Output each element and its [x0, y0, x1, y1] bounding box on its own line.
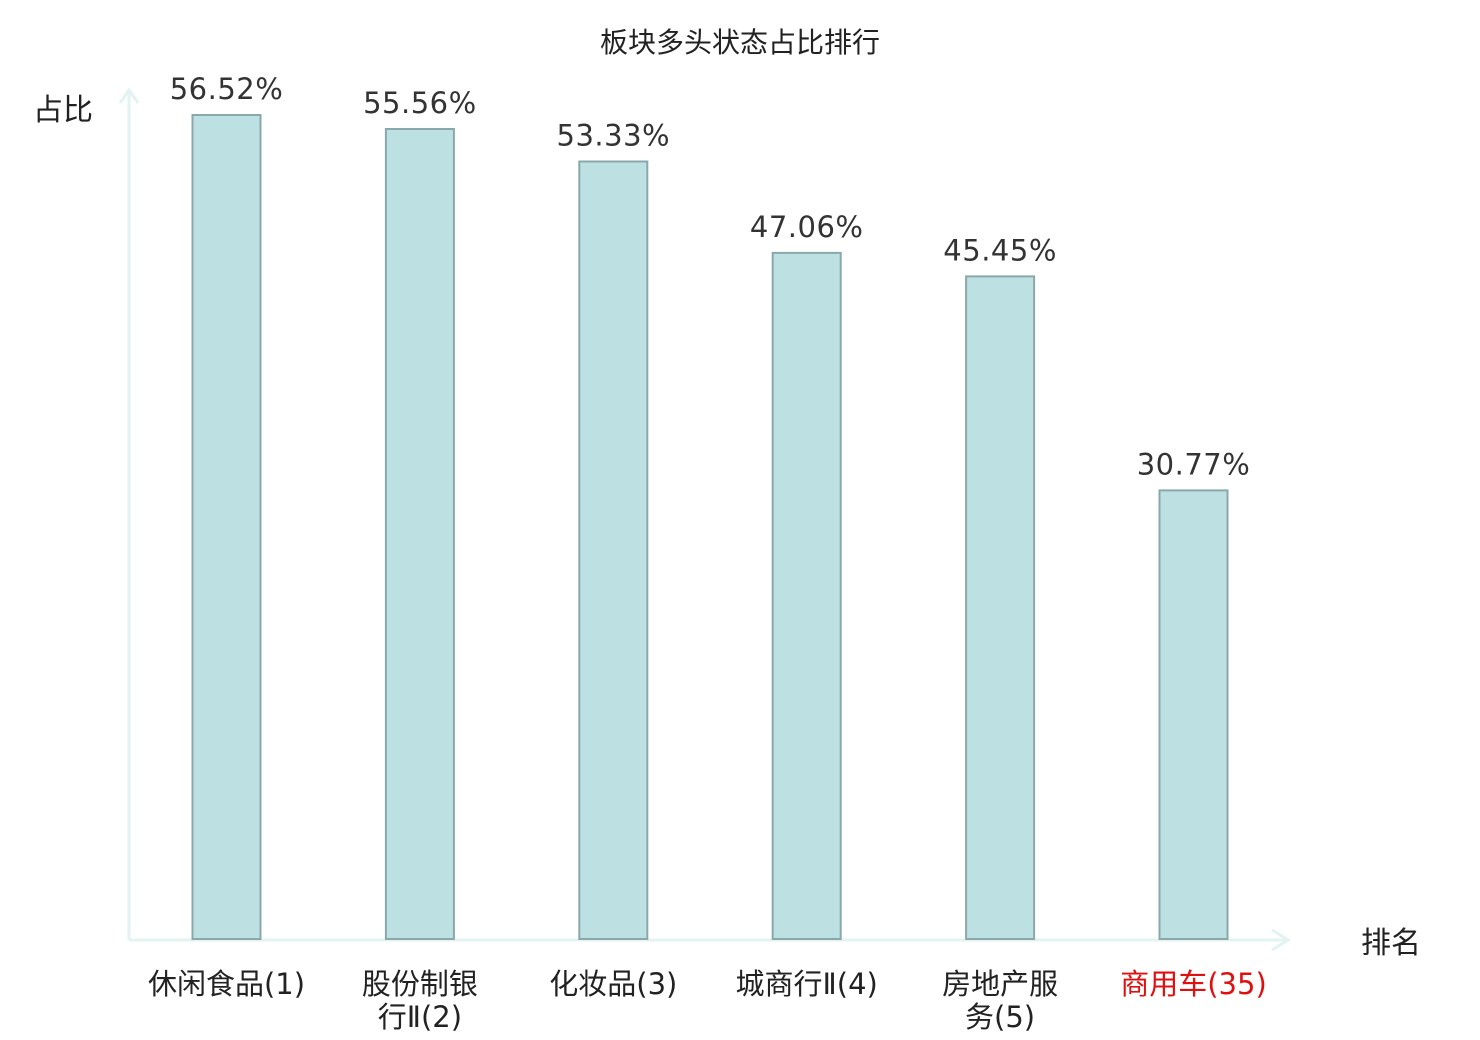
category-label-2: 化妆品(3)	[549, 967, 677, 1001]
chart-title: 板块多头状态占比排行	[600, 26, 880, 59]
category-label-line: 务(5)	[965, 1000, 1035, 1034]
value-label-2: 53.33%	[557, 119, 671, 153]
bar-4	[965, 275, 1036, 940]
category-label-line: 房地产服	[942, 967, 1058, 1001]
bar-0	[191, 114, 262, 940]
value-label-5: 30.77%	[1137, 447, 1251, 481]
category-label-line: 商用车(35)	[1120, 967, 1267, 1001]
category-label-1: 股份制银行Ⅱ(2)	[362, 967, 478, 1034]
value-label-3: 47.06%	[750, 210, 864, 244]
bar-1	[384, 128, 455, 940]
x-axis-label: 排名	[1361, 926, 1421, 961]
value-label-1: 55.56%	[363, 86, 477, 120]
category-label-5: 商用车(35)	[1120, 967, 1267, 1001]
category-label-line: 股份制银	[362, 967, 478, 1001]
category-label-0: 休闲食品(1)	[148, 967, 305, 1001]
category-label-line: 休闲食品(1)	[148, 967, 305, 1001]
category-label-3: 城商行Ⅱ(4)	[736, 967, 878, 1001]
category-label-line: 行Ⅱ(2)	[378, 1000, 462, 1034]
bar-2	[578, 160, 649, 940]
x-axis	[129, 928, 1291, 952]
category-label-line: 化妆品(3)	[549, 967, 677, 1001]
value-label-4: 45.45%	[943, 233, 1057, 267]
bar-5	[1158, 489, 1229, 940]
bar-3	[771, 251, 842, 940]
bars: 56.52% 休闲食品(1) 55.56% 股份制银行Ⅱ(2) 53.33% 化妆品(3)…	[148, 72, 1267, 1034]
category-label-4: 房地产服务(5)	[942, 967, 1058, 1034]
category-label-line: 城商行Ⅱ(4)	[736, 967, 878, 1001]
y-axis	[118, 87, 140, 940]
y-axis-label: 占比	[33, 93, 93, 128]
value-label-0: 56.52%	[170, 72, 284, 106]
